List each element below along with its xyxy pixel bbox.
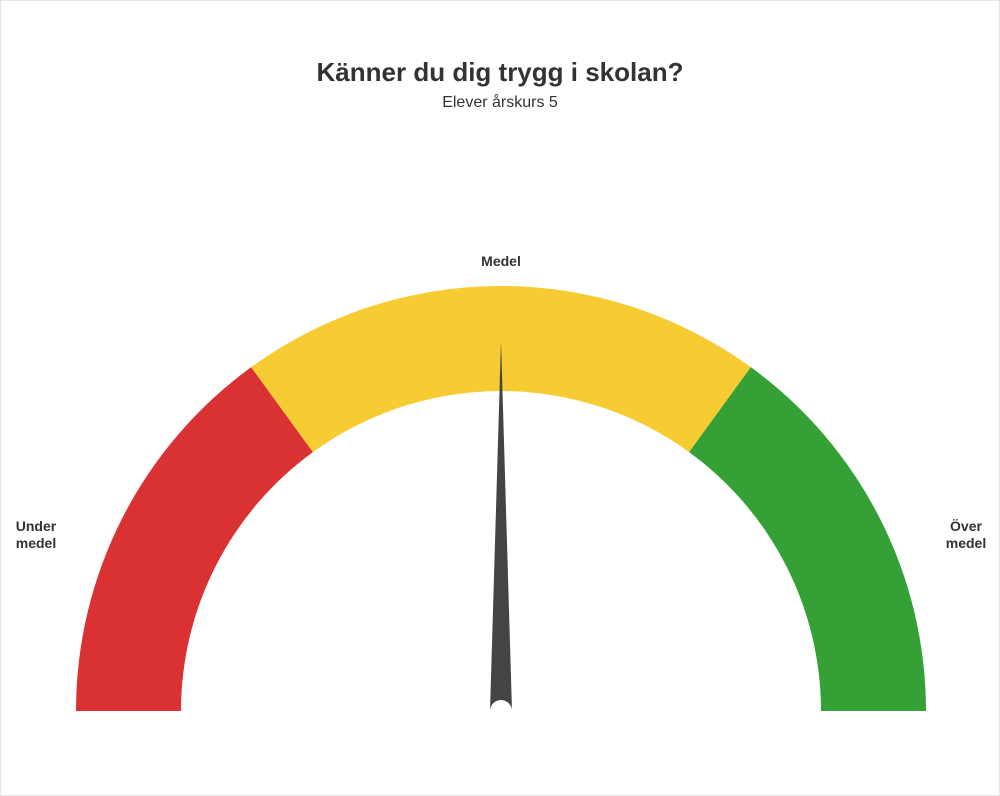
gauge-segment-2 — [689, 367, 926, 711]
chart-card: Känner du dig trygg i skolan? Elever års… — [0, 0, 1000, 796]
chart-title: Känner du dig trygg i skolan? — [1, 57, 999, 88]
gauge-container: Undermedel Medel Övermedel — [1, 151, 999, 741]
gauge-needle — [490, 341, 512, 711]
gauge-tick-label-0: Undermedel — [16, 518, 57, 551]
gauge-tick-label-1: Medel — [481, 253, 521, 269]
gauge-tick-label-2: Övermedel — [946, 518, 986, 551]
title-block: Känner du dig trygg i skolan? Elever års… — [1, 1, 999, 112]
gauge-segment-0 — [76, 367, 313, 711]
chart-subtitle: Elever årskurs 5 — [1, 94, 999, 112]
gauge-chart: Undermedel Medel Övermedel — [1, 151, 1000, 741]
